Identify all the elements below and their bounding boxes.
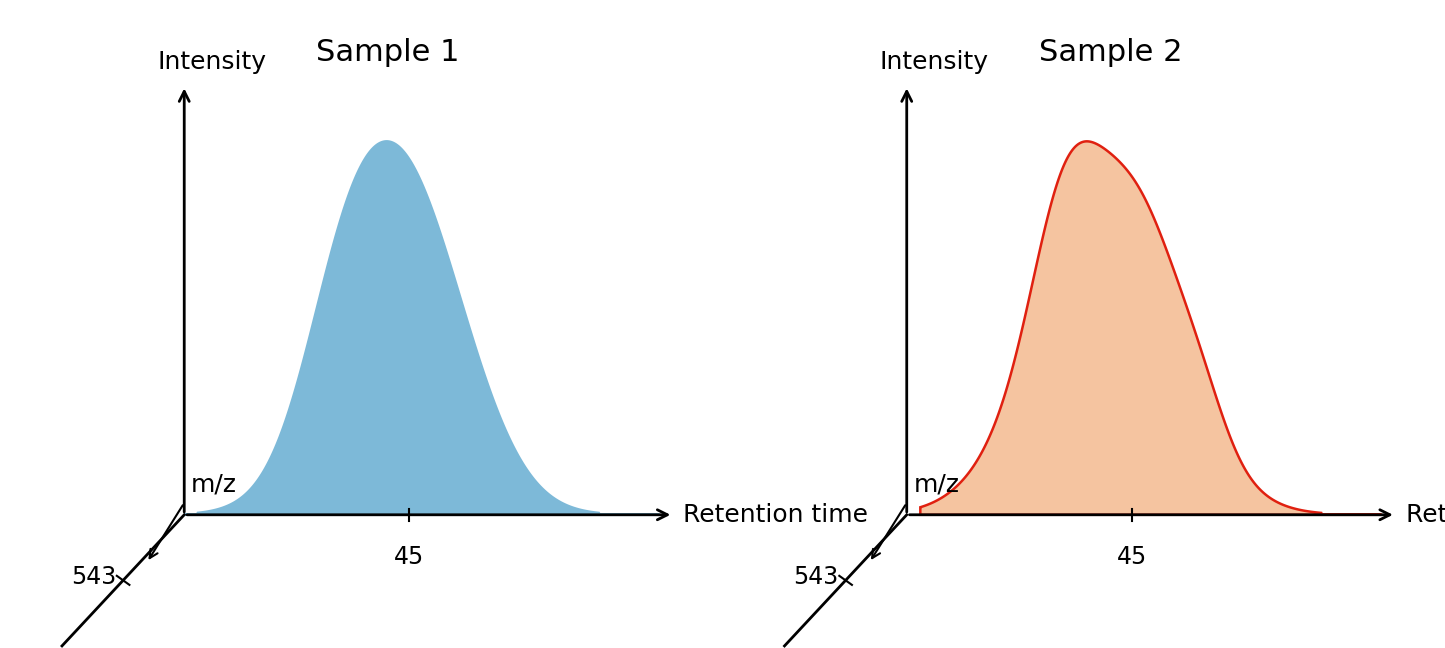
Text: 543: 543: [793, 565, 838, 590]
Text: 45: 45: [394, 544, 425, 568]
Text: Intensity: Intensity: [158, 50, 266, 74]
Text: Sample 2: Sample 2: [1039, 38, 1182, 67]
Text: Retention time: Retention time: [683, 503, 868, 527]
Text: m/z: m/z: [913, 473, 959, 497]
Text: 45: 45: [1117, 544, 1147, 568]
Polygon shape: [920, 141, 1381, 515]
Polygon shape: [185, 141, 659, 515]
Text: m/z: m/z: [191, 473, 237, 497]
Text: 543: 543: [71, 565, 116, 590]
Text: Retention time: Retention time: [1406, 503, 1445, 527]
Text: Intensity: Intensity: [880, 50, 988, 74]
Text: Sample 1: Sample 1: [316, 38, 460, 67]
